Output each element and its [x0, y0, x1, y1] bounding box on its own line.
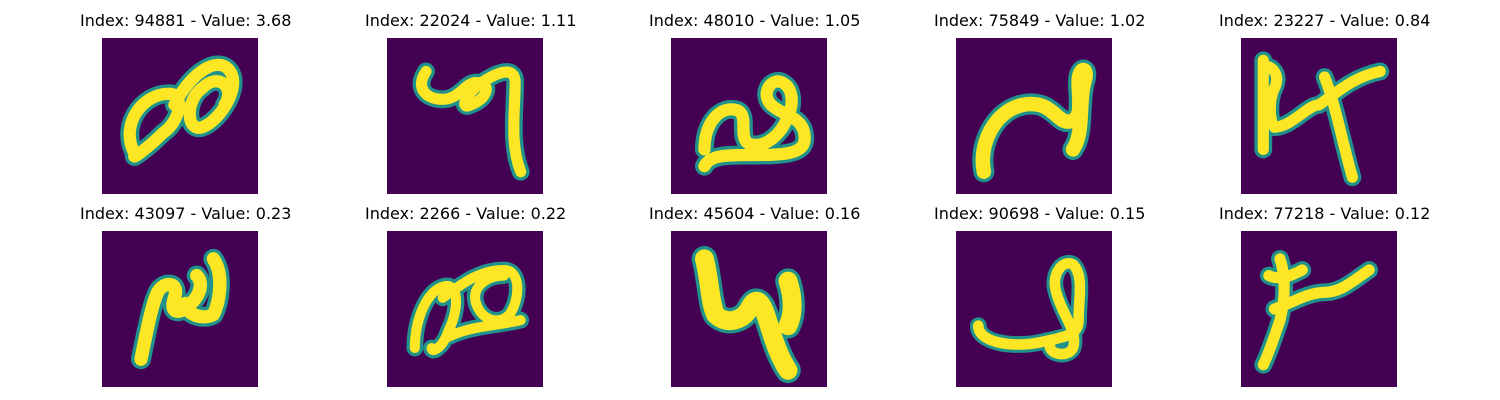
digit-image-t-like [1241, 231, 1397, 387]
digit-image-infinity-like [102, 38, 258, 194]
panel-title: Index: 77218 - Value: 0.12 [1219, 204, 1431, 223]
panel-title: Index: 23227 - Value: 0.84 [1219, 11, 1431, 30]
image-panel-75849: Index: 75849 - Value: 1.02 [934, 10, 1146, 195]
image-panel-45604: Index: 45604 - Value: 0.16 [649, 203, 861, 388]
image-panel-94881: Index: 94881 - Value: 3.68 [80, 10, 292, 195]
image-panel-2266: Index: 2266 - Value: 0.22 [365, 203, 567, 388]
panel-title: Index: 75849 - Value: 1.02 [934, 11, 1146, 30]
digit-image-k-like [1241, 38, 1397, 194]
digit-image-looped-pm [387, 231, 543, 387]
panel-title: Index: 48010 - Value: 1.05 [649, 11, 861, 30]
digit-image-s-curve [956, 38, 1112, 194]
panel-title: Index: 94881 - Value: 3.68 [80, 11, 292, 30]
image-panel-90698: Index: 90698 - Value: 0.15 [934, 203, 1146, 388]
image-panel-48010: Index: 48010 - Value: 1.05 [649, 10, 861, 195]
image-panel-77218: Index: 77218 - Value: 0.12 [1219, 203, 1431, 388]
digit-image-bold-n-v [671, 231, 827, 387]
digit-image-wavy-n [671, 38, 827, 194]
panel-title: Index: 22024 - Value: 1.11 [365, 11, 577, 30]
panel-title: Index: 45604 - Value: 0.16 [649, 204, 861, 223]
panel-title: Index: 90698 - Value: 0.15 [934, 204, 1146, 223]
digit-image-hooked-y [387, 38, 543, 194]
digit-image-looped-tail [956, 231, 1112, 387]
image-panel-23227: Index: 23227 - Value: 0.84 [1219, 10, 1431, 195]
image-panel-22024: Index: 22024 - Value: 1.11 [365, 10, 577, 195]
image-panel-43097: Index: 43097 - Value: 0.23 [80, 203, 292, 388]
panel-title: Index: 43097 - Value: 0.23 [80, 204, 292, 223]
digit-image-zigzag-n [102, 231, 258, 387]
panel-title: Index: 2266 - Value: 0.22 [365, 204, 567, 223]
